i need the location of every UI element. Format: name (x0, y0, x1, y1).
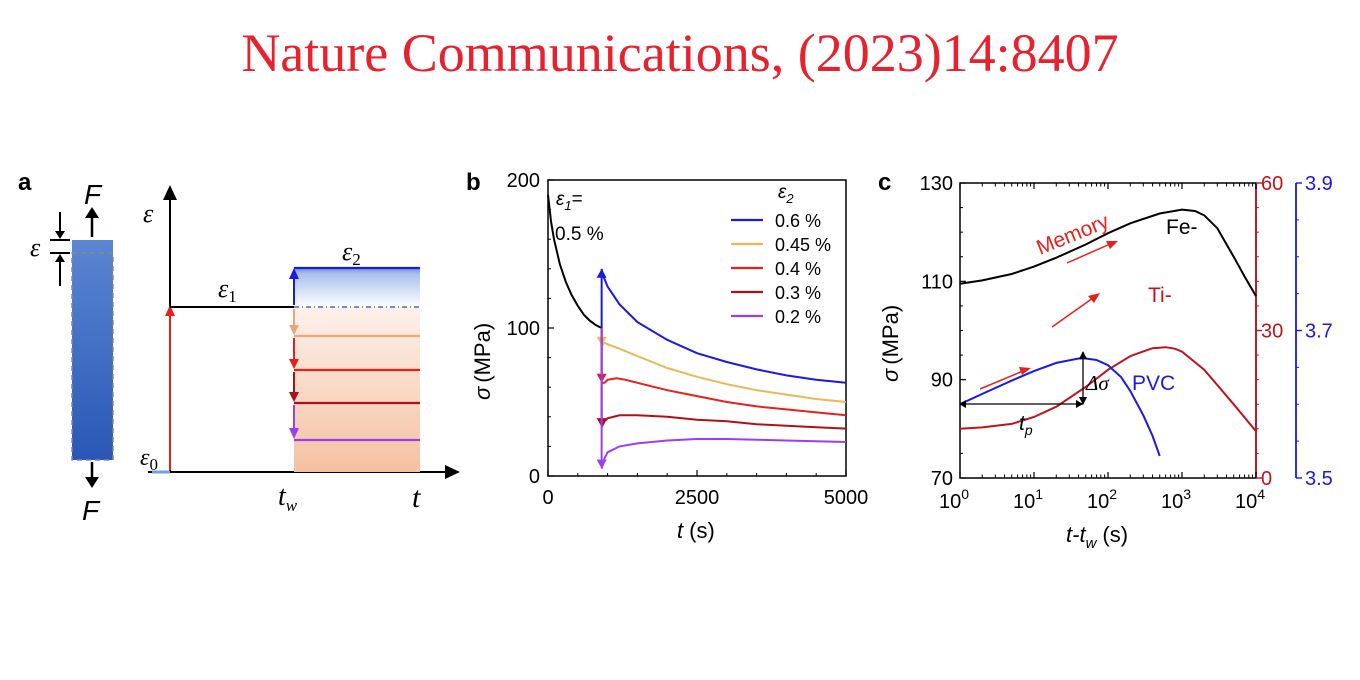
force-bottom: F (82, 462, 101, 526)
specimen-outline (71, 252, 114, 461)
strain-dimension: ε (30, 212, 70, 286)
ti-tick-label: 30 (1261, 321, 1283, 343)
panel-b-legend: 0.6 % 0.45 % 0.4 % 0.3 % 0.2 % (731, 211, 831, 327)
panel-b-ylabel: σ(MPa) (470, 323, 495, 400)
series-line (959, 357, 1161, 457)
eps0-label: ε0 (140, 445, 158, 474)
legend-entry: 0.2 % (775, 307, 821, 327)
panel-c-ylabel: σ(MPa) (878, 305, 903, 382)
legend-entry: 0.4 % (775, 259, 821, 279)
ti-tick-label: 60 (1261, 173, 1283, 195)
fe-label: Fe- (1166, 216, 1198, 239)
page-title: Nature Communications, (2023)14:8407 (241, 23, 1119, 83)
series-line (601, 377, 847, 417)
strain-symbol: ε (30, 233, 41, 262)
specimen-bar (72, 240, 113, 460)
pvc-label: PVC (1132, 372, 1175, 395)
tw-label: tw (278, 481, 298, 515)
eps2-label: ε2 (342, 237, 361, 269)
legend-entry: 0.3 % (775, 283, 821, 303)
panel-b-step-arrows (596, 268, 607, 469)
y-tick-label: 90 (931, 370, 953, 392)
x-tick-label: 103 (1161, 486, 1191, 513)
series-line (959, 208, 1257, 297)
x-tick-label: 101 (1013, 486, 1043, 513)
series-line (600, 438, 847, 469)
force-label-top: F (84, 179, 103, 210)
ti-tick-label: 0 (1261, 468, 1272, 490)
ti-label: Ti- (1148, 284, 1172, 307)
legend-entry: 0.6 % (775, 211, 821, 231)
panel-a: a F F ε (18, 169, 460, 526)
panel-c-ticks: 100 101 102 103 104 70 90 110 130 0 30 60 3.5 3.7 3.9 (920, 173, 1333, 513)
force-top: F (84, 179, 103, 237)
pvc-tick-label: 3.5 (1305, 468, 1333, 490)
series-line (600, 268, 847, 384)
panel-c-lines (959, 208, 1257, 457)
panel-b: b 0 2500 5000 0 100 200 0.6 % 0.45 % 0.4 % 0.3 %… (466, 169, 868, 543)
loading-curve (547, 194, 603, 329)
memory-annotation: Memory (979, 210, 1118, 390)
panel-b-ticks: 0 2500 5000 0 100 200 (507, 170, 869, 509)
eps1-value: 0.5 % (555, 224, 604, 245)
x-tick-label: 5000 (824, 487, 869, 509)
y-tick-label: 110 (921, 271, 953, 293)
y-tick-label: 0 (529, 466, 540, 488)
memory-label: Memory (1033, 210, 1112, 260)
step-arrow-head (596, 459, 607, 469)
step-arrow-head (596, 268, 607, 278)
delta-sigma-annotation: Δσ tp (959, 351, 1110, 438)
pvc-tick-label: 3.9 (1305, 173, 1333, 195)
panel-b-xlabel: t (s) (677, 518, 715, 543)
series-line (600, 414, 847, 430)
eps2-low-region (294, 307, 420, 472)
strain-history: ε1 ε2 (152, 237, 420, 474)
panel-b-lines (547, 194, 847, 469)
panel-c-xlabel: t-tw (s) (1066, 522, 1128, 552)
panel-b-label: b (466, 169, 481, 196)
force-label-bottom: F (82, 495, 101, 526)
y-tick-label: 70 (931, 468, 953, 490)
x-tick-label: 2500 (675, 487, 720, 509)
eps2-high-region (294, 268, 420, 307)
x-tick-label: 104 (1235, 486, 1265, 513)
x-tick-label: 0 (542, 487, 553, 509)
delta-sigma-label: Δσ (1085, 371, 1110, 395)
y-tick-label: 130 (920, 173, 953, 195)
y-tick-label: 200 (507, 170, 540, 192)
eps1-label: ε1 (218, 274, 237, 306)
series-line (600, 341, 847, 403)
panel-c-label: c (878, 169, 891, 196)
axis-t: t (412, 481, 421, 514)
legend-title: ε2 (778, 182, 794, 206)
panel-a-label: a (18, 169, 32, 196)
tp-label: tp (1019, 412, 1033, 438)
x-tick-label: 100 (939, 486, 969, 513)
series-line (959, 346, 1257, 432)
pvc-tick-label: 3.7 (1305, 321, 1333, 343)
x-tick-label: 102 (1087, 486, 1117, 513)
legend-entry: 0.45 % (775, 235, 831, 255)
y-tick-label: 100 (507, 318, 540, 340)
eps1-annotation: ε1= (556, 189, 583, 213)
panel-c: c 100 101 102 103 104 70 90 110 130 0 30 60 3.5 3.7 3.… (878, 169, 1333, 552)
axis-epsilon: ε (143, 199, 154, 228)
